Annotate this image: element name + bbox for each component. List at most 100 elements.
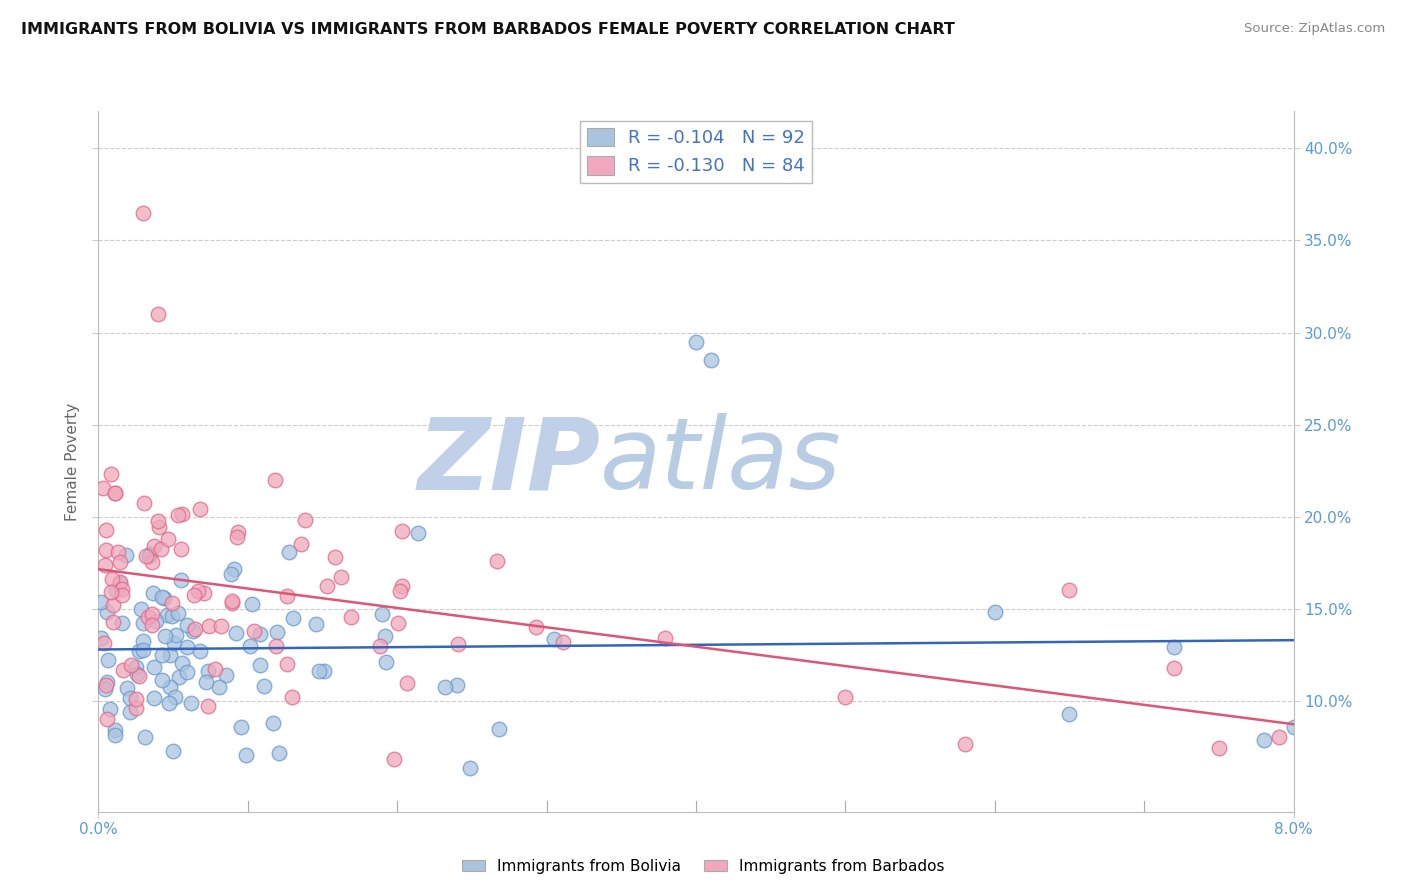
Point [208,680,231,694]
Point [111,616,134,631]
Point [141,607,163,621]
Point [834,690,856,705]
Point [224,562,246,576]
Point [308,664,330,678]
Point [167,670,190,684]
Point [188,644,211,658]
Point [98,702,121,716]
Point [183,588,205,602]
Point [108,575,131,590]
Point [96,712,118,726]
Point [125,667,148,681]
Point [163,690,186,705]
Point [125,692,148,706]
Point [458,760,481,774]
Point [135,549,157,563]
Point [370,607,392,621]
Point [152,673,174,687]
Point [277,545,299,559]
Point [148,520,170,534]
Point [239,640,262,654]
Point [156,608,179,623]
Point [226,530,249,544]
Point [108,576,131,591]
Point [209,619,232,633]
Point [176,640,198,654]
Point [1059,707,1081,722]
Point [160,597,183,611]
Point [129,601,152,615]
Point [339,610,361,624]
Point [162,744,184,758]
Point [108,555,131,569]
Point [242,624,264,638]
Point [120,706,142,720]
Point [276,657,298,672]
Point [204,662,226,676]
Point [104,728,127,742]
Point [235,747,257,762]
Point [1267,731,1289,745]
Point [96,675,118,690]
Point [165,628,187,642]
Point [134,496,156,510]
Y-axis label: Female Poverty: Female Poverty [65,402,80,521]
Point [111,663,134,677]
Point [408,526,430,541]
Point [91,481,114,495]
Point [188,501,211,516]
Point [159,696,181,710]
Point [94,677,117,691]
Point [157,533,180,547]
Point [167,606,190,620]
Point [266,624,288,639]
Point [139,547,162,561]
Point [153,629,176,643]
Point [315,578,337,592]
Point [253,679,276,693]
Point [170,573,193,587]
Point [111,588,134,602]
Point [276,589,298,603]
Point [170,507,193,521]
Point [486,553,509,567]
Point [330,570,353,584]
Point [183,624,205,639]
Point [131,616,153,631]
Legend: R = -0.104   N = 92, R = -0.130   N = 84: R = -0.104 N = 92, R = -0.130 N = 84 [579,120,813,183]
Point [1208,740,1230,755]
Text: atlas: atlas [600,413,842,510]
Point [685,334,707,349]
Point [374,655,396,669]
Point [142,585,165,599]
Point [184,622,207,636]
Point [145,614,167,628]
Point [159,681,181,695]
Point [382,752,405,766]
Point [163,636,186,650]
Point [153,591,176,605]
Point [118,691,141,706]
Legend: Immigrants from Bolivia, Immigrants from Barbados: Immigrants from Bolivia, Immigrants from… [456,853,950,880]
Point [269,746,291,760]
Point [391,579,413,593]
Point [159,648,181,662]
Point [104,723,127,737]
Point [187,583,209,598]
Point [90,631,112,645]
Point [100,585,122,599]
Point [176,665,198,679]
Point [1059,583,1081,598]
Point [104,486,127,500]
Point [142,690,165,705]
Point [446,678,468,692]
Point [193,586,215,600]
Point [654,631,676,645]
Point [323,550,346,565]
Point [114,549,136,563]
Point [294,512,316,526]
Point [141,555,163,569]
Point [249,657,271,672]
Point [262,715,284,730]
Point [152,590,174,604]
